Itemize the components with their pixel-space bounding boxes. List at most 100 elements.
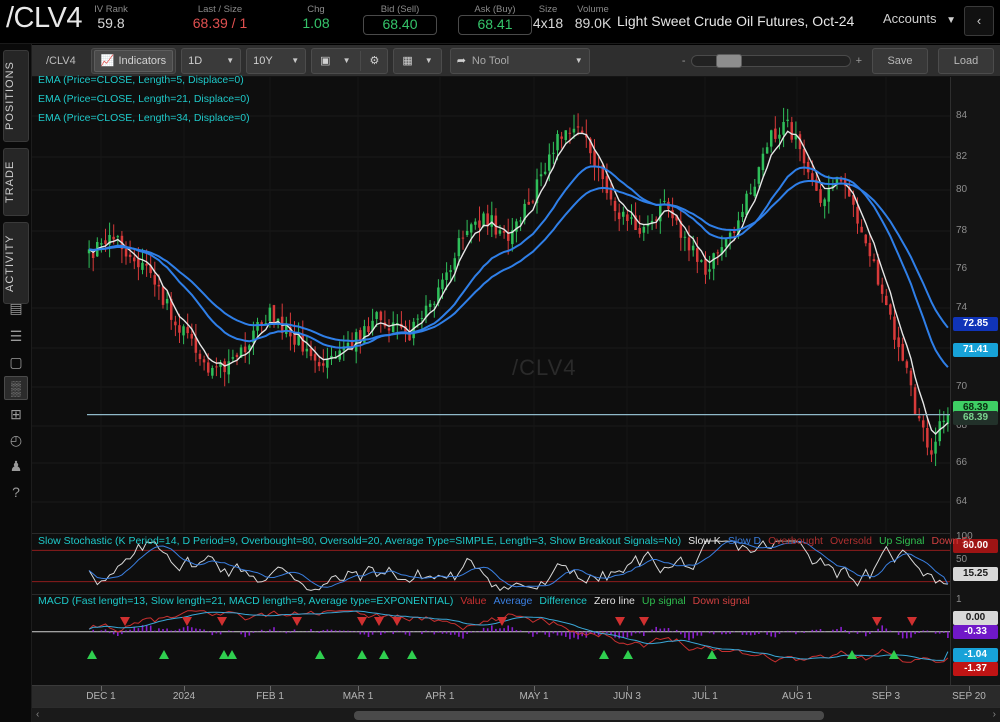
chart-area[interactable]: /CLV4 848280787674727068666472.8571.4168… xyxy=(32,77,1000,686)
interval-dropdown[interactable]: 1D ▼ xyxy=(181,47,242,74)
macd-badge: 0.00 xyxy=(953,611,998,625)
quote-value[interactable]: 68.41 xyxy=(458,15,532,35)
zoom-slider-knob[interactable] xyxy=(715,53,742,68)
time-tick xyxy=(797,686,798,691)
quote-value: 59.8 xyxy=(97,15,125,31)
macd-legend-5[interactable]: Down signal xyxy=(692,595,750,607)
chevron-down-icon: ▼ xyxy=(342,56,351,65)
price-tick: 76 xyxy=(956,263,968,274)
quote-value[interactable]: 68.40 xyxy=(363,15,437,35)
time-axis[interactable]: DEC 1 2024 FEB 1 MAR 1 APR 1 MAY 1 JUN 3 JUL 1 A… xyxy=(32,685,1000,707)
gear-icon: ⚙ xyxy=(369,55,380,67)
scrollbar-thumb[interactable] xyxy=(354,711,824,720)
time-axis-label: 2024 xyxy=(172,691,196,702)
price-badge: 68.39 xyxy=(953,411,998,425)
sidebar-tab-positions[interactable]: POSITIONS xyxy=(3,50,29,142)
macd-legend-4[interactable]: Up signal xyxy=(641,595,686,607)
price-badge: 72.85 xyxy=(953,317,998,331)
quote-value: 1.08 xyxy=(302,15,330,31)
macd-legend-3[interactable]: Zero line xyxy=(594,595,635,607)
quote-label: Ask (Buy) xyxy=(474,4,516,15)
ema-study-label-0[interactable]: EMA (Price=CLOSE, Length=5, Displace=0) xyxy=(38,74,244,86)
macd-canvas xyxy=(32,595,950,686)
stochastic-study-title[interactable]: Slow Stochastic (K Period=14, D Period=9… xyxy=(38,535,682,547)
quote-size: Size 4x18 xyxy=(528,4,568,32)
time-tick xyxy=(534,686,535,691)
stochastic-legend-1[interactable]: Slow D xyxy=(727,535,762,547)
clock-icon[interactable]: ◴ xyxy=(9,431,23,448)
indicators-button[interactable]: 📈 Indicators xyxy=(93,49,174,72)
chart-style-group: ▣ ▼ ⚙ xyxy=(311,47,389,74)
stochastic-panel[interactable] xyxy=(32,533,950,594)
stochastic-legend-0[interactable]: Slow K xyxy=(688,535,721,547)
price-axis[interactable]: 848280787674727068666472.8571.4168.3968.… xyxy=(950,77,1000,685)
scroll-right-icon[interactable]: › xyxy=(992,709,996,720)
ema-study-label-1[interactable]: EMA (Price=CLOSE, Length=21, Displace=0) xyxy=(38,93,250,105)
time-axis-label: FEB 1 xyxy=(256,691,284,702)
chart-type-button[interactable]: ▣ ▼ xyxy=(314,50,356,72)
sidebar-tab-activity[interactable]: ACTIVITY xyxy=(3,222,29,304)
monitor-icon[interactable]: ▤ xyxy=(9,299,23,316)
time-tick xyxy=(184,686,185,691)
stochastic-badge: 15.25 xyxy=(953,567,998,581)
macd-badge: -1.04 xyxy=(953,648,998,662)
macd-legend-0[interactable]: Value xyxy=(460,595,487,607)
stochastic-legend-4[interactable]: Up Signal xyxy=(878,535,925,547)
stochastic-canvas xyxy=(32,534,950,594)
tool-label: No Tool xyxy=(471,54,510,67)
price-tick: 70 xyxy=(956,381,968,392)
range-dropdown[interactable]: 10Y ▼ xyxy=(246,47,307,74)
chart-grid-icon[interactable]: ▒ xyxy=(4,376,28,400)
folder-icon[interactable]: ▢ xyxy=(9,353,23,370)
price-tick: 82 xyxy=(956,151,968,162)
stochastic-legend-2[interactable]: Overbought xyxy=(768,535,823,547)
time-tick xyxy=(705,686,706,691)
grid-icon[interactable]: ⊞ xyxy=(10,405,22,422)
horizontal-scrollbar[interactable]: ‹ › xyxy=(32,707,1000,722)
price-panel[interactable]: /CLV4 xyxy=(32,77,950,532)
quote-label: Bid (Sell) xyxy=(380,4,420,15)
list-icon[interactable]: ☰ xyxy=(9,327,23,344)
time-axis-label: JUL 1 xyxy=(692,691,718,702)
drawing-tool-dropdown[interactable]: ➦ No Tool ▼ xyxy=(449,47,590,74)
zoom-out-button[interactable]: - xyxy=(681,54,686,67)
people-icon[interactable]: ♟ xyxy=(9,457,23,474)
save-button[interactable]: Save xyxy=(872,47,928,74)
chart-toolbar: /CLV4 📈 Indicators 1D ▼ 10Y ▼ ▣ ▼ ⚙ ▦ ▼ … xyxy=(32,45,1000,77)
time-tick xyxy=(440,686,441,691)
macd-panel[interactable] xyxy=(32,594,950,686)
accounts-menu[interactable]: Accounts ▼ xyxy=(883,11,956,26)
macd-study-title[interactable]: MACD (Fast length=13, Slow length=21, MA… xyxy=(38,595,454,607)
quote-iv-rank: IV Rank 59.8 xyxy=(80,4,142,32)
quote-label: Volume xyxy=(577,4,609,15)
chart-symbol-tab[interactable]: /CLV4 xyxy=(36,48,86,73)
scroll-left-icon[interactable]: ‹ xyxy=(36,709,40,720)
sidebar-tab-trade[interactable]: TRADE xyxy=(3,148,29,216)
style-button[interactable]: ▦ ▼ xyxy=(396,50,438,72)
quote-label: Last / Size xyxy=(197,4,243,15)
time-axis-label: JUN 3 xyxy=(613,691,641,702)
quote-chg: Chg 1.08 xyxy=(290,4,342,32)
zoom-slider[interactable] xyxy=(690,53,851,68)
chevron-down-icon: ▼ xyxy=(424,56,433,65)
help-icon[interactable]: ? xyxy=(12,484,20,500)
stochastic-badge: 80.00 xyxy=(953,539,998,553)
indicators-group: 📈 Indicators xyxy=(90,47,177,74)
ema-study-label-2[interactable]: EMA (Price=CLOSE, Length=34, Displace=0) xyxy=(38,112,250,124)
load-button[interactable]: Load xyxy=(938,47,994,74)
quote-value: 68.39 / 1 xyxy=(192,15,248,31)
price-tick: 84 xyxy=(956,110,968,121)
chart-settings-button[interactable]: ⚙ xyxy=(364,50,386,72)
zoom-in-button[interactable]: + xyxy=(855,54,862,67)
stochastic-legend-3[interactable]: Oversold xyxy=(829,535,872,547)
price-tick: 66 xyxy=(956,457,968,468)
style-icon: ▦ xyxy=(402,55,413,67)
collapse-panel-button[interactable]: ‹ xyxy=(964,6,994,36)
drawing-style-group: ▦ ▼ xyxy=(393,47,442,74)
time-axis-label: AUG 1 xyxy=(781,691,813,702)
indicators-label: Indicators xyxy=(118,54,167,67)
macd-legend-1[interactable]: Average xyxy=(493,595,533,607)
time-axis-label: APR 1 xyxy=(425,691,455,702)
stochastic-legend-5[interactable]: Down Si xyxy=(931,535,971,547)
macd-legend-2[interactable]: Difference xyxy=(539,595,588,607)
